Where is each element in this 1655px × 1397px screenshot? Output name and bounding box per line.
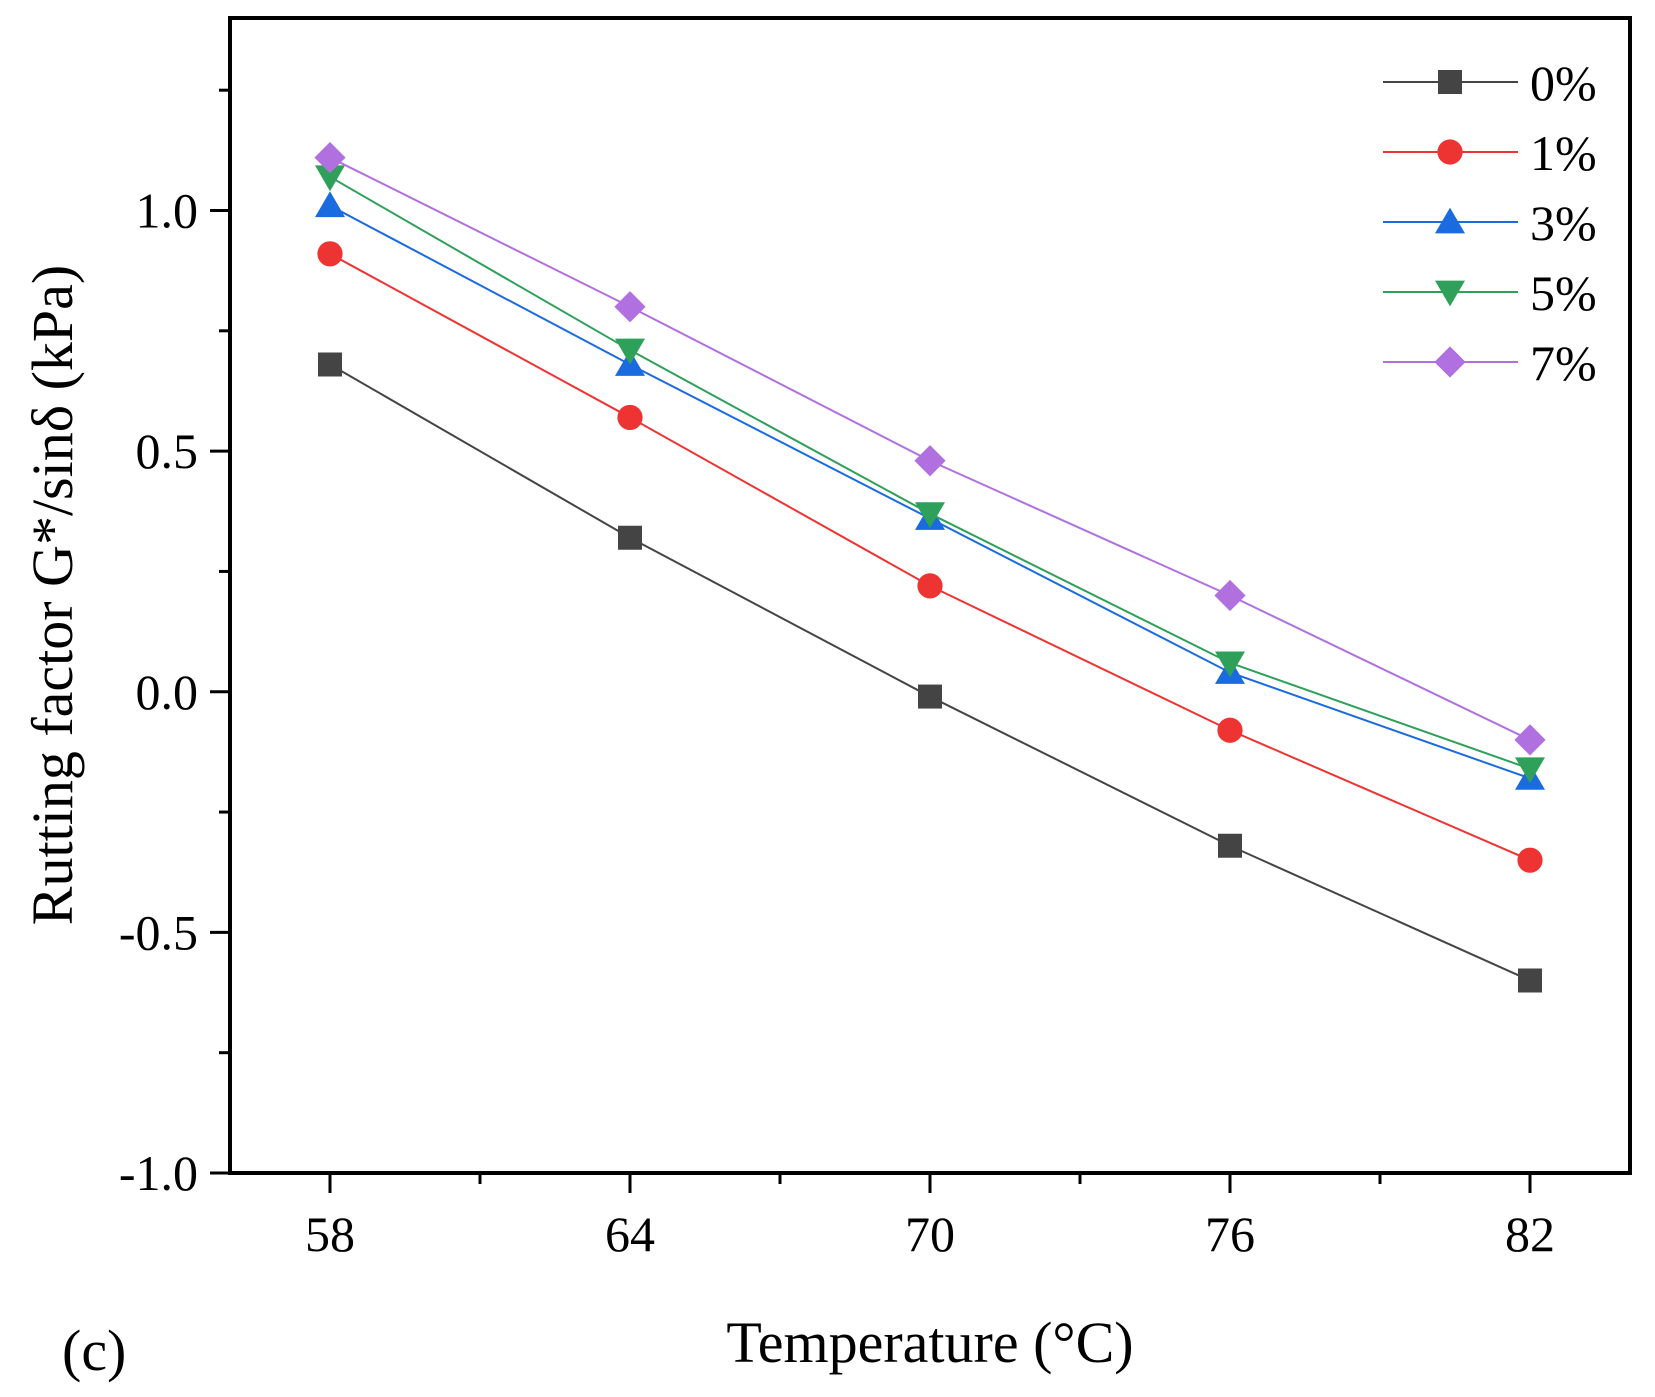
y-tick-label: 0.5 [136, 423, 199, 479]
x-tick-label: 70 [905, 1206, 955, 1262]
x-axis-title: Temperature (°C) [726, 1310, 1133, 1375]
legend-marker [1437, 139, 1463, 165]
data-point [1215, 651, 1245, 678]
legend-marker [1438, 70, 1462, 94]
x-tick-label: 64 [605, 1206, 655, 1262]
y-tick-label: -1.0 [119, 1145, 198, 1201]
legend-item: 1% [1383, 125, 1597, 181]
legend-label: 7% [1530, 335, 1597, 391]
x-tick-label: 76 [1205, 1206, 1255, 1262]
data-point [1517, 847, 1543, 873]
legend-item: 5% [1383, 265, 1597, 321]
series-line [329, 252, 1531, 862]
data-point [618, 525, 642, 550]
data-point [918, 684, 942, 709]
y-axis-ticks: -1.0 -0.5 0.0 0.5 1.0 [119, 88, 230, 1201]
legend-label: 5% [1530, 265, 1597, 321]
series-5pct [315, 165, 1545, 784]
series-layer [314, 141, 1546, 993]
data-point [318, 352, 342, 377]
data-point [1518, 968, 1542, 993]
panel-label: (c) [62, 1318, 126, 1383]
data-point [614, 291, 646, 323]
y-tick-label: 0.0 [136, 664, 199, 720]
legend: 0% 1% 3% 5% 7% [1383, 55, 1597, 391]
data-point [1218, 833, 1242, 858]
legend-marker [1434, 346, 1466, 378]
data-point [315, 191, 345, 218]
data-point [617, 404, 643, 431]
data-point [1514, 724, 1546, 756]
legend-marker [1435, 280, 1465, 307]
legend-item: 0% [1383, 55, 1597, 111]
data-point [1214, 579, 1246, 612]
x-tick-label: 82 [1505, 1206, 1555, 1262]
x-axis-ticks: 58 64 70 76 82 [305, 1173, 1555, 1262]
data-point [314, 141, 346, 174]
data-point [915, 502, 945, 529]
y-tick-label: 1.0 [136, 183, 199, 239]
series-7pct [314, 141, 1546, 756]
legend-marker [1435, 207, 1465, 234]
data-point [317, 241, 343, 267]
legend-label: 1% [1530, 125, 1597, 181]
legend-item: 7% [1383, 335, 1597, 391]
legend-label: 0% [1530, 55, 1597, 111]
data-point [917, 573, 943, 599]
legend-label: 3% [1530, 195, 1597, 251]
series-0pct [318, 352, 1542, 993]
data-point [615, 338, 645, 365]
data-point [315, 165, 345, 192]
series-1pct [317, 241, 1543, 873]
data-point [1217, 717, 1243, 743]
legend-item: 3% [1383, 195, 1597, 251]
data-point [914, 445, 946, 477]
x-tick-label: 58 [305, 1206, 355, 1262]
y-axis-title: Rutting factor G*/sinδ (kPa) [20, 265, 85, 925]
y-tick-label: -0.5 [119, 904, 198, 960]
data-point [1515, 757, 1545, 784]
